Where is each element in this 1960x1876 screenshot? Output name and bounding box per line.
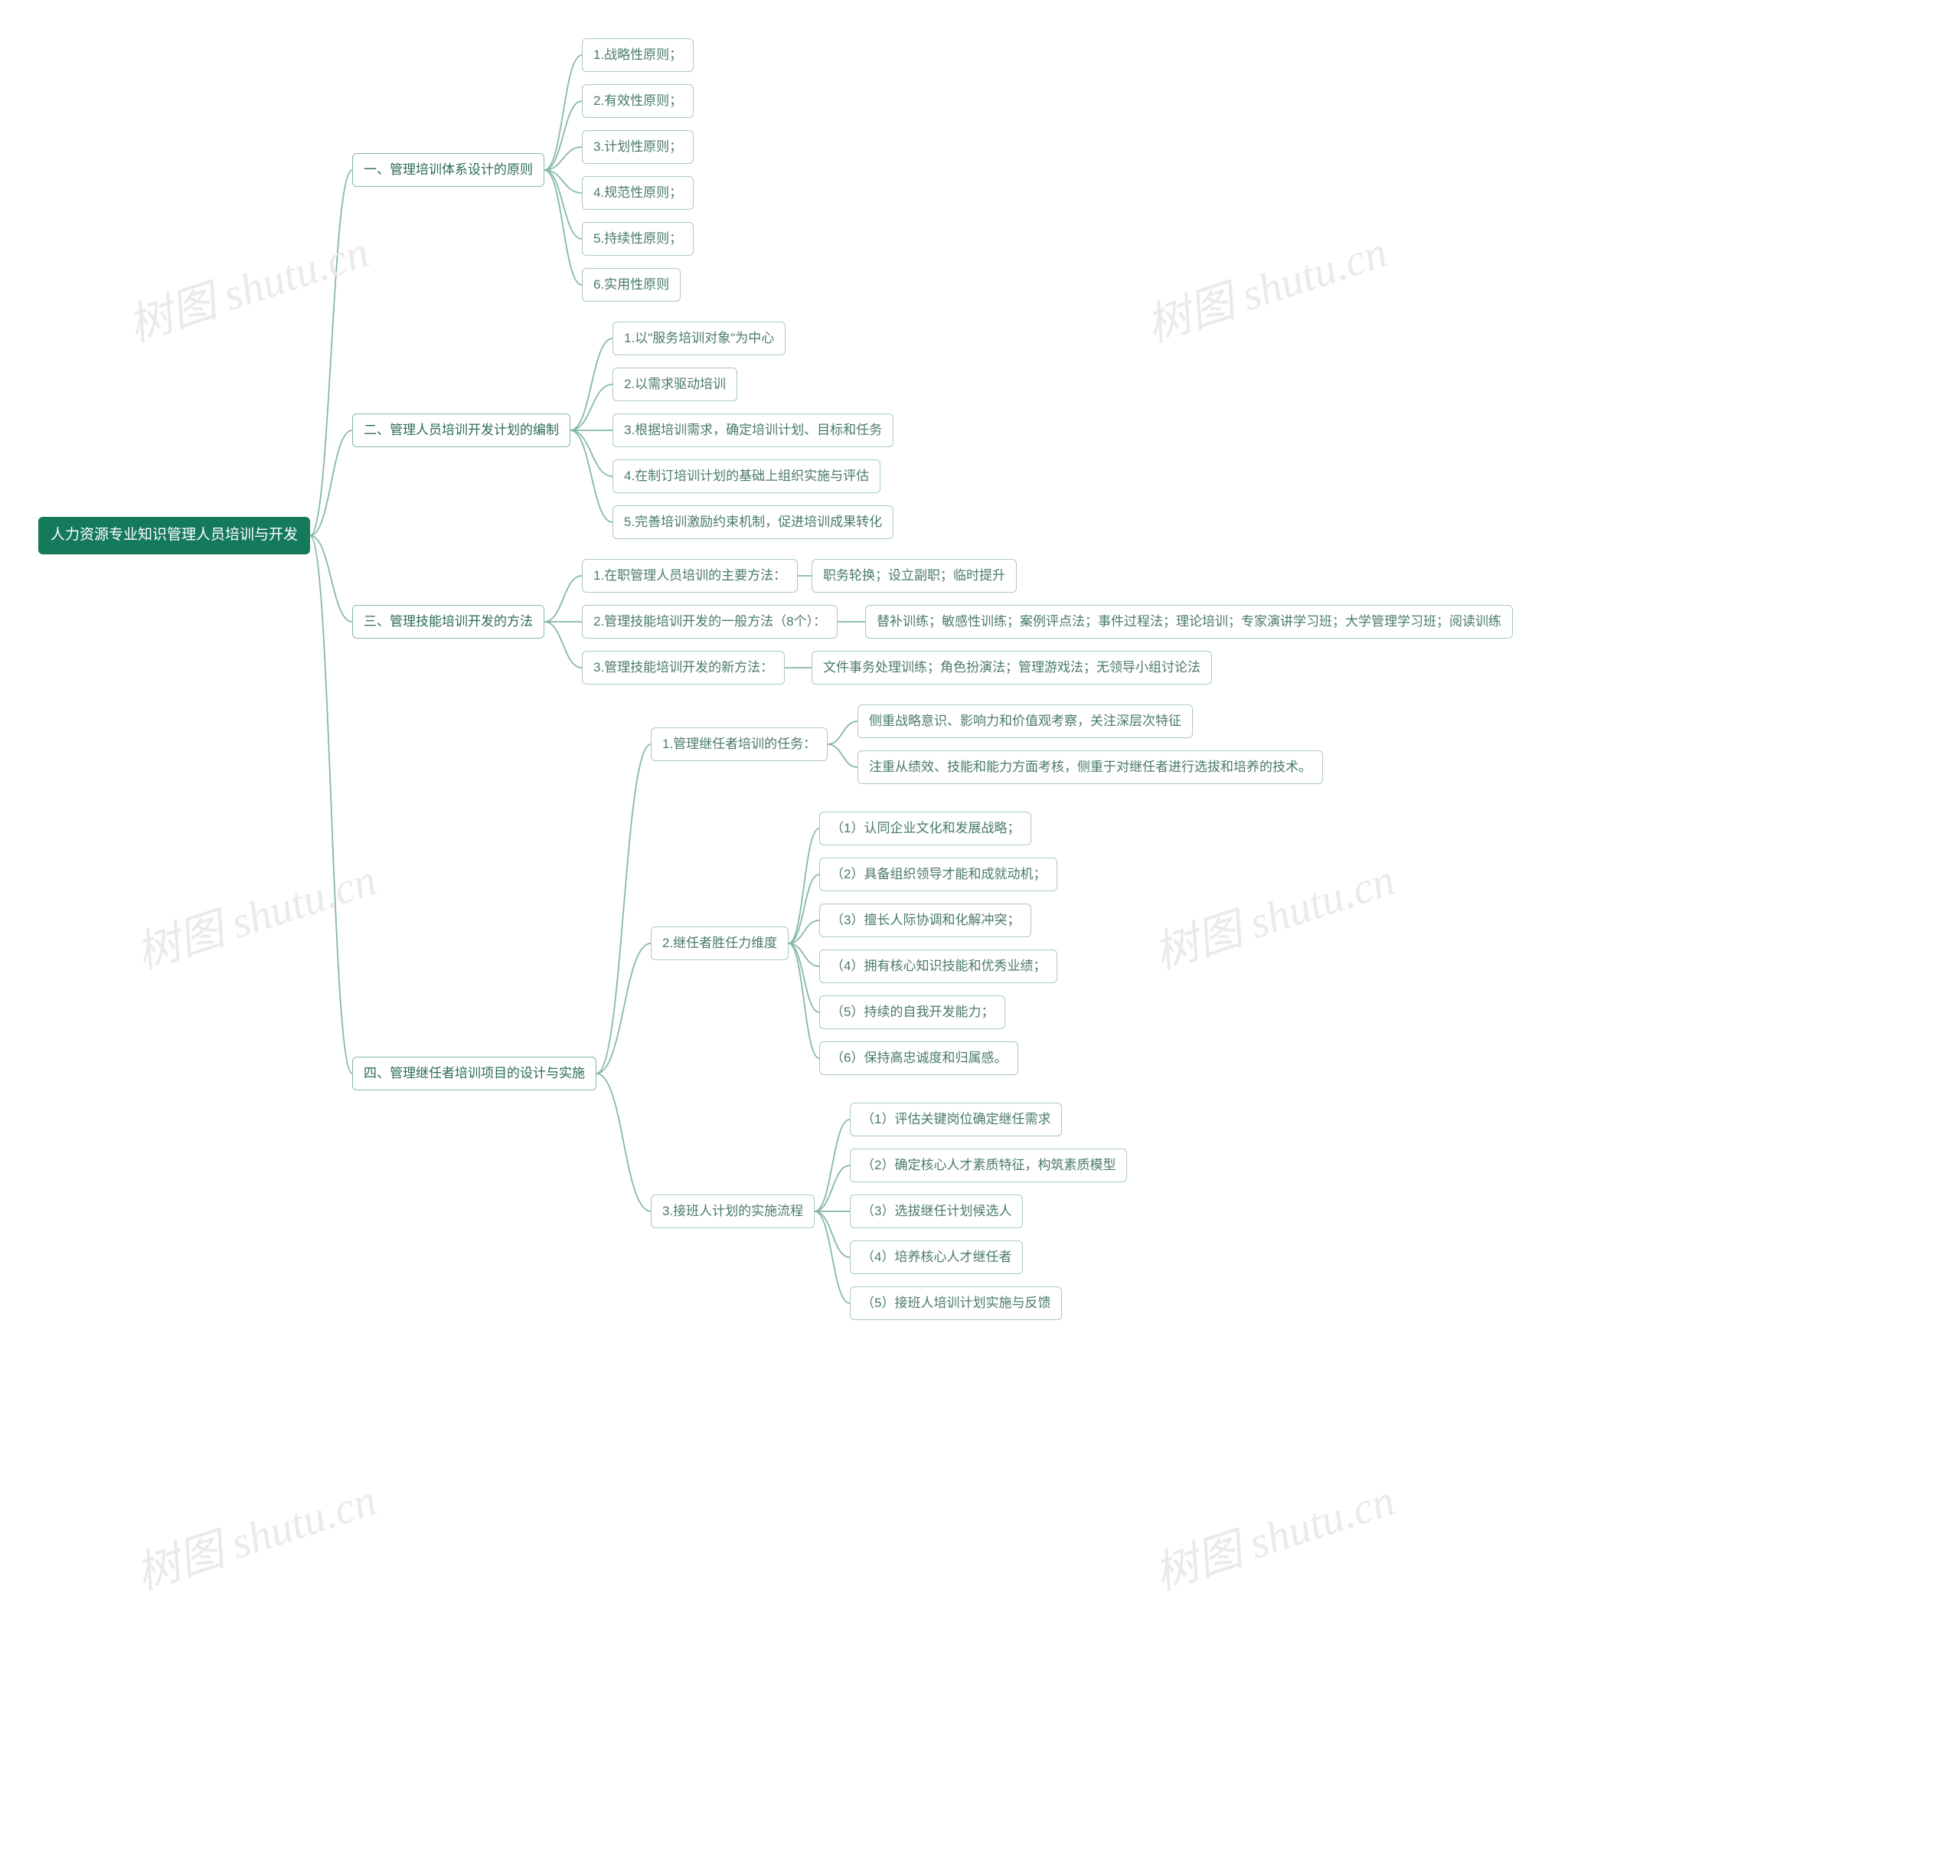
node-b2_4[interactable]: 4.在制订培训计划的基础上组织实施与评估 [612, 459, 880, 493]
node-b4_2f[interactable]: （6）保持高忠诚度和归属感。 [819, 1041, 1018, 1075]
node-b4_1b[interactable]: 注重从绩效、技能和能力方面考核，侧重于对继任者进行选拔和培养的技术。 [858, 750, 1323, 784]
node-b4_3e[interactable]: （5）接班人培训计划实施与反馈 [850, 1286, 1062, 1320]
watermark: 树图 shutu.cn [126, 1464, 383, 1602]
node-b4[interactable]: 四、管理继任者培训项目的设计与实施 [352, 1057, 596, 1090]
watermark: 树图 shutu.cn [126, 844, 383, 982]
node-b3_1d[interactable]: 职务轮换；设立副职；临时提升 [812, 559, 1017, 593]
node-b3_2[interactable]: 2.管理技能培训开发的一般方法（8个）： [582, 605, 838, 639]
node-b1_2[interactable]: 2.有效性原则； [582, 84, 694, 118]
node-b2_2[interactable]: 2.以需求驱动培训 [612, 368, 737, 401]
node-b4_3b[interactable]: （2）确定核心人才素质特征，构筑素质模型 [850, 1149, 1127, 1182]
watermark: 树图 shutu.cn [1145, 844, 1401, 982]
node-b1[interactable]: 一、管理培训体系设计的原则 [352, 153, 544, 187]
node-b4_3a[interactable]: （1）评估关键岗位确定继任需求 [850, 1103, 1062, 1136]
watermark: 树图 shutu.cn [119, 216, 375, 354]
node-b4_2b[interactable]: （2）具备组织领导才能和成就动机； [819, 858, 1057, 891]
node-b4_2e[interactable]: （5）持续的自我开发能力； [819, 995, 1005, 1029]
node-b4_3[interactable]: 3.接班人计划的实施流程 [651, 1195, 815, 1228]
node-b4_3c[interactable]: （3）选拔继任计划候选人 [850, 1195, 1023, 1228]
node-b3_2d[interactable]: 替补训练；敏感性训练；案例评点法；事件过程法；理论培训；专家演讲学习班；大学管理… [865, 605, 1513, 639]
node-b3_3d[interactable]: 文件事务处理训练；角色扮演法；管理游戏法；无领导小组讨论法 [812, 651, 1212, 685]
node-b3[interactable]: 三、管理技能培训开发的方法 [352, 605, 544, 639]
node-b1_5[interactable]: 5.持续性原则； [582, 222, 694, 256]
node-b1_4[interactable]: 4.规范性原则； [582, 176, 694, 210]
node-b4_1[interactable]: 1.管理继任者培训的任务： [651, 727, 828, 761]
node-b2[interactable]: 二、管理人员培训开发计划的编制 [352, 413, 570, 447]
node-b4_2d[interactable]: （4）拥有核心知识技能和优秀业绩； [819, 949, 1057, 983]
node-b2_1[interactable]: 1.以"服务培训对象"为中心 [612, 322, 786, 355]
watermark: 树图 shutu.cn [1145, 1464, 1401, 1602]
node-b4_2c[interactable]: （3）擅长人际协调和化解冲突； [819, 904, 1031, 937]
node-b2_3[interactable]: 3.根据培训需求，确定培训计划、目标和任务 [612, 413, 893, 447]
node-b1_3[interactable]: 3.计划性原则； [582, 130, 694, 164]
node-b4_2a[interactable]: （1）认同企业文化和发展战略； [819, 812, 1031, 845]
node-b1_1[interactable]: 1.战略性原则； [582, 38, 694, 72]
node-root[interactable]: 人力资源专业知识管理人员培训与开发 [38, 517, 310, 554]
mindmap-container: 树图 shutu.cn 树图 shutu.cn 树图 shutu.cn 树图 shut… [15, 15, 1945, 1853]
node-b3_3[interactable]: 3.管理技能培训开发的新方法： [582, 651, 785, 685]
node-b4_3d[interactable]: （4）培养核心人才继任者 [850, 1240, 1023, 1274]
node-b2_5[interactable]: 5.完善培训激励约束机制，促进培训成果转化 [612, 505, 893, 539]
node-b4_2[interactable]: 2.继任者胜任力维度 [651, 927, 789, 960]
node-b1_6[interactable]: 6.实用性原则 [582, 268, 681, 302]
node-b4_1a[interactable]: 侧重战略意识、影响力和价值观考察，关注深层次特征 [858, 704, 1193, 738]
node-b3_1[interactable]: 1.在职管理人员培训的主要方法： [582, 559, 798, 593]
watermark: 树图 shutu.cn [1137, 216, 1393, 354]
